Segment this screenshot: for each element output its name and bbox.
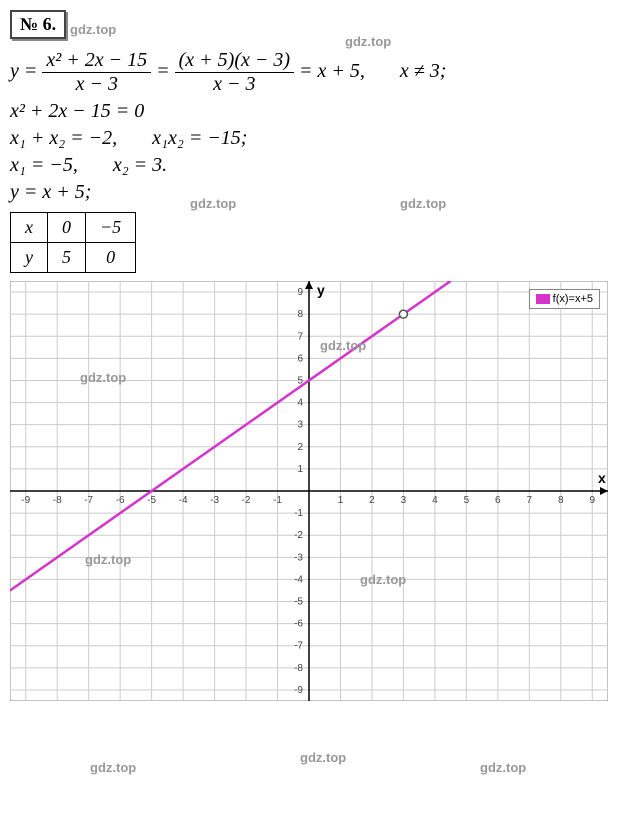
svg-text:8: 8 bbox=[558, 495, 564, 506]
equation-line-4: x₁ = −5, x₂ = 3. bbox=[10, 154, 608, 177]
watermark-text: gdz.top bbox=[70, 22, 116, 37]
table-cell: −5 bbox=[86, 213, 136, 243]
var-y: y bbox=[10, 60, 19, 82]
svg-text:-3: -3 bbox=[294, 552, 303, 563]
svg-text:-7: -7 bbox=[84, 495, 93, 506]
condition-1: x ≠ 3; bbox=[400, 60, 447, 82]
equation-line-5: y = x + 5; bbox=[10, 181, 608, 204]
svg-text:7: 7 bbox=[527, 495, 533, 506]
equation-line-1: y = x² + 2x − 15 x − 3 = (x + 5)(x − 3) … bbox=[10, 49, 608, 96]
svg-text:x: x bbox=[598, 470, 606, 486]
result-1: = x + 5, bbox=[299, 60, 365, 82]
svg-text:-5: -5 bbox=[294, 597, 303, 608]
table-cell: y bbox=[11, 243, 48, 273]
eq4a: x₁ = −5, bbox=[10, 154, 78, 176]
svg-text:-2: -2 bbox=[294, 530, 303, 541]
line-chart: -9 -8 -7 -6 -5 -4 -3 -2 -1 1 2 3 4 5 6 7 8 9 -9 -8 -7 -6 -5 -4 -… bbox=[10, 281, 608, 701]
svg-text:2: 2 bbox=[369, 495, 375, 506]
svg-text:5: 5 bbox=[464, 495, 470, 506]
svg-text:8: 8 bbox=[297, 309, 303, 320]
watermark-text: gdz.top bbox=[300, 750, 346, 765]
svg-text:1: 1 bbox=[338, 495, 344, 506]
svg-text:1: 1 bbox=[297, 464, 303, 475]
svg-text:-2: -2 bbox=[242, 495, 251, 506]
svg-text:7: 7 bbox=[297, 331, 303, 342]
watermark-text: gdz.top bbox=[90, 760, 136, 775]
svg-text:3: 3 bbox=[401, 495, 407, 506]
chart-svg: -9 -8 -7 -6 -5 -4 -3 -2 -1 1 2 3 4 5 6 7 8 9 -9 -8 -7 -6 -5 -4 -… bbox=[10, 281, 608, 701]
svg-text:-6: -6 bbox=[294, 619, 303, 630]
svg-text:-8: -8 bbox=[294, 663, 303, 674]
equation-line-3: x₁ + x₂ = −2, x₁x₂ = −15; bbox=[10, 127, 608, 150]
svg-text:-9: -9 bbox=[294, 685, 303, 696]
eq4b: x₂ = 3. bbox=[113, 154, 167, 176]
frac1-num: x² + 2x − 15 bbox=[42, 49, 151, 73]
svg-text:9: 9 bbox=[297, 287, 303, 298]
fraction-1: x² + 2x − 15 x − 3 bbox=[42, 49, 151, 96]
frac2-den: x − 3 bbox=[175, 73, 294, 96]
value-table: x 0 −5 y 5 0 bbox=[10, 212, 136, 273]
table-cell: 0 bbox=[48, 213, 86, 243]
eq3b: x₁x₂ = −15; bbox=[152, 127, 247, 149]
table-cell: 0 bbox=[86, 243, 136, 273]
svg-text:-6: -6 bbox=[116, 495, 125, 506]
fraction-2: (x + 5)(x − 3) x − 3 bbox=[175, 49, 294, 96]
watermark-text: gdz.top bbox=[480, 760, 526, 775]
table-cell: 5 bbox=[48, 243, 86, 273]
svg-text:-4: -4 bbox=[179, 495, 188, 506]
eq3a: x₁ + x₂ = −2, bbox=[10, 127, 117, 149]
svg-text:3: 3 bbox=[297, 420, 303, 431]
svg-text:-1: -1 bbox=[294, 508, 303, 519]
svg-text:y: y bbox=[317, 282, 325, 298]
table-row: x 0 −5 bbox=[11, 213, 136, 243]
frac2-num: (x + 5)(x − 3) bbox=[175, 49, 294, 73]
svg-text:4: 4 bbox=[432, 495, 438, 506]
svg-text:-5: -5 bbox=[147, 495, 156, 506]
svg-text:-9: -9 bbox=[21, 495, 30, 506]
svg-text:-4: -4 bbox=[294, 574, 303, 585]
table-row: y 5 0 bbox=[11, 243, 136, 273]
watermark-text: gdz.top bbox=[345, 34, 391, 49]
svg-text:-8: -8 bbox=[53, 495, 62, 506]
svg-text:2: 2 bbox=[297, 442, 303, 453]
svg-text:6: 6 bbox=[297, 353, 303, 364]
svg-text:-7: -7 bbox=[294, 641, 303, 652]
legend-swatch bbox=[536, 294, 550, 304]
problem-number: № 6. bbox=[10, 10, 66, 39]
svg-text:-3: -3 bbox=[210, 495, 219, 506]
svg-text:4: 4 bbox=[297, 398, 303, 409]
legend-text: f(x)=x+5 bbox=[553, 293, 593, 305]
frac1-den: x − 3 bbox=[42, 73, 151, 96]
table-cell: x bbox=[11, 213, 48, 243]
chart-legend: f(x)=x+5 bbox=[529, 289, 600, 309]
equation-line-2: x² + 2x − 15 = 0 bbox=[10, 100, 608, 123]
svg-text:9: 9 bbox=[589, 495, 595, 506]
svg-text:6: 6 bbox=[495, 495, 501, 506]
svg-text:-1: -1 bbox=[273, 495, 282, 506]
